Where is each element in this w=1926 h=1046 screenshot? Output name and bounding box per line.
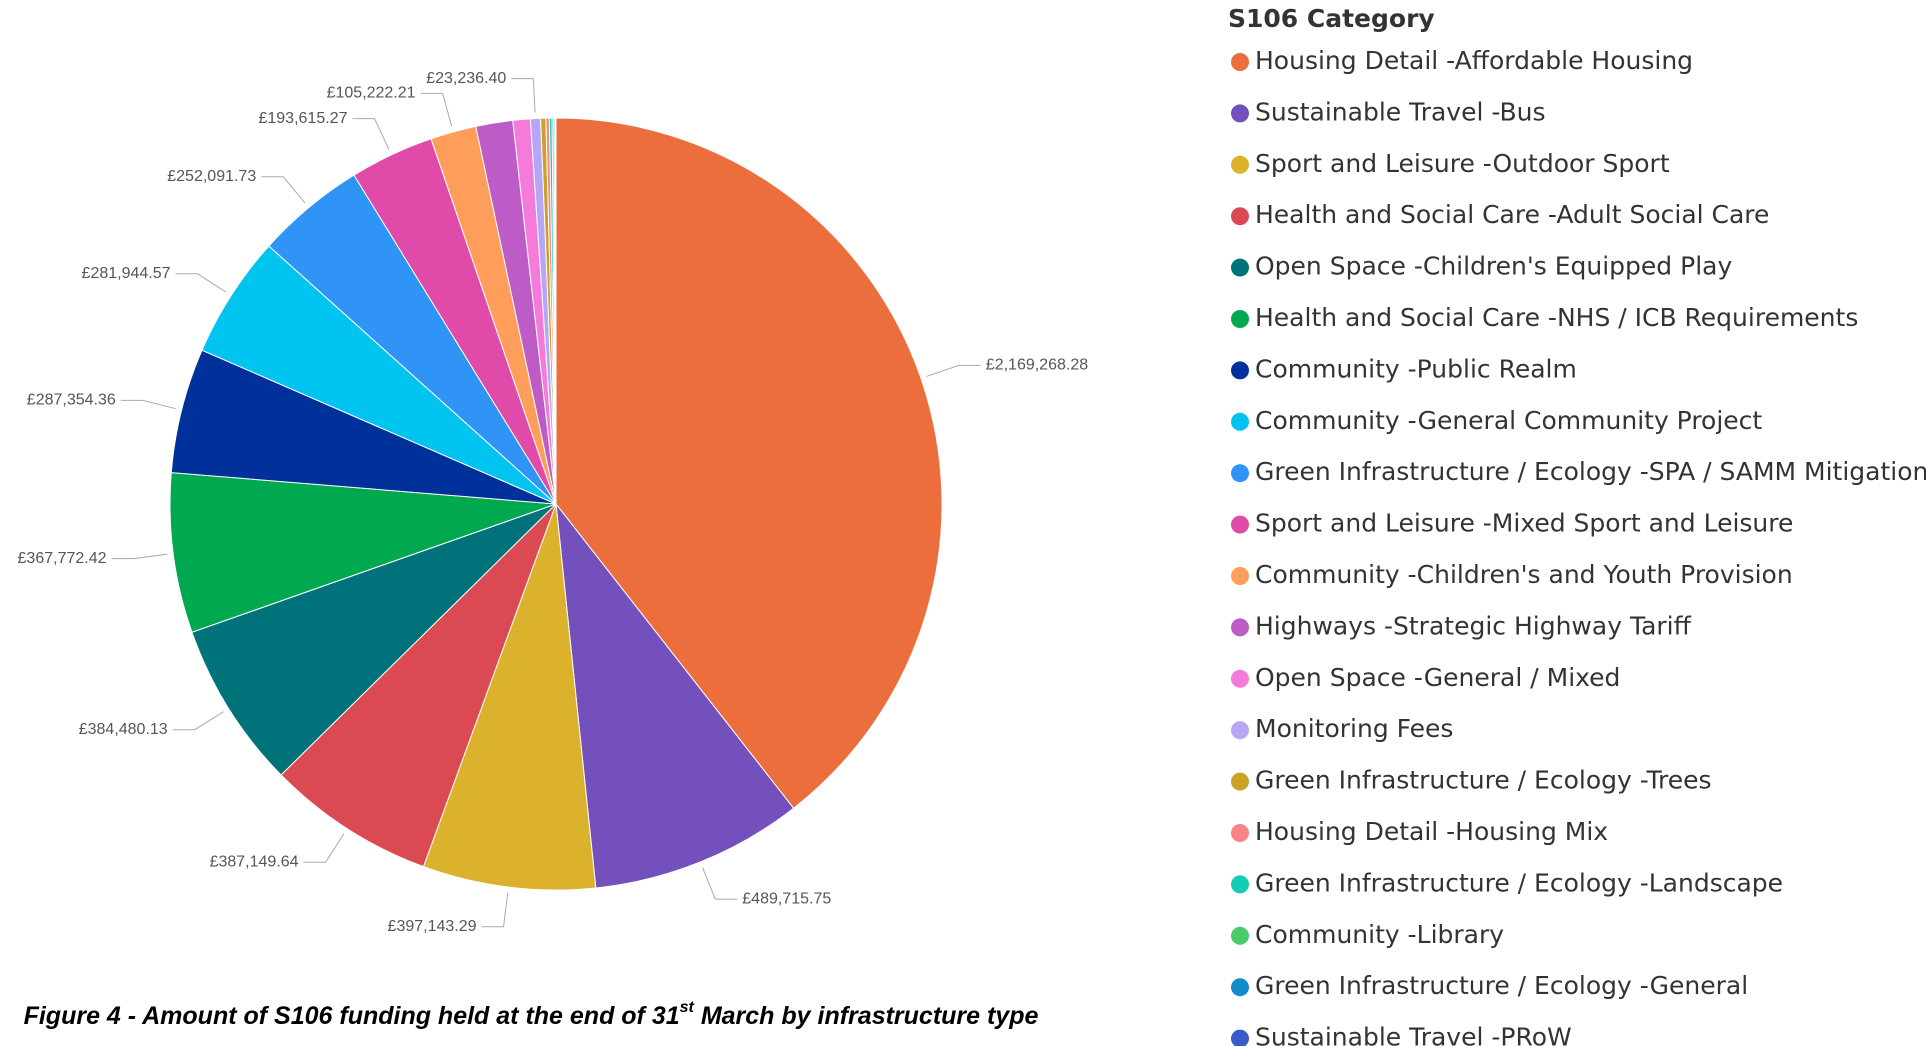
legend-marker <box>1231 104 1249 123</box>
legend-label: Green Infrastructure / Ecology -General <box>1255 971 1748 1000</box>
legend-marker <box>1231 618 1249 637</box>
legend-label: Housing Detail -Affordable Housing <box>1255 46 1693 75</box>
legend-marker <box>1231 207 1249 226</box>
leader-line <box>111 553 168 560</box>
legend-marker <box>1231 926 1249 945</box>
data-label: £281,944.57 <box>82 265 171 282</box>
caption-sup: st <box>680 999 695 1016</box>
leader-line <box>352 118 390 150</box>
leader-line <box>926 364 981 377</box>
data-label: £384,480.13 <box>79 721 168 738</box>
legend-marker <box>1231 1029 1249 1046</box>
pie-slice <box>422 503 597 891</box>
data-label: £489,715.75 <box>742 890 831 907</box>
legend-marker <box>1231 310 1249 328</box>
legend-label: Sustainable Travel -PRoW <box>1255 1023 1572 1046</box>
leader-line <box>702 867 738 900</box>
leader-line <box>175 273 227 293</box>
legend-marker <box>1231 721 1249 740</box>
legend-label: Green Infrastructure / Ecology -SPA / SA… <box>1255 457 1926 486</box>
legend-label: Sport and Leisure -Outdoor Sport <box>1255 149 1670 178</box>
legend-marker <box>1231 669 1249 688</box>
legend-marker <box>1231 412 1249 431</box>
data-label: £397,143.29 <box>388 918 477 935</box>
legend-label: Housing Detail -Housing Mix <box>1255 817 1608 846</box>
legend-label: Community -Library <box>1255 920 1504 949</box>
leader-line <box>420 92 453 127</box>
legend-marker <box>1231 824 1249 842</box>
legend-marker <box>1231 464 1249 483</box>
legend-label: Open Space -Children's Equipped Play <box>1255 252 1732 281</box>
leader-line <box>303 833 345 863</box>
legend-label: Health and Social Care -NHS / ICB Requir… <box>1255 303 1858 332</box>
legend-label: Monitoring Fees <box>1255 714 1453 743</box>
data-label: £105,222.21 <box>327 85 416 102</box>
pie-slice <box>555 502 795 889</box>
data-label: £387,149.64 <box>210 854 299 871</box>
legend-label: Open Space -General / Mixed <box>1255 663 1620 692</box>
legend-label: Community -Children's and Youth Provisio… <box>1255 560 1793 589</box>
legend-marker <box>1231 772 1249 791</box>
leader-line <box>120 399 176 410</box>
legend-marker <box>1231 53 1249 71</box>
legend-label: Health and Social Care -Adult Social Car… <box>1255 200 1769 229</box>
data-label: £367,772.42 <box>18 550 107 567</box>
pie-slice <box>554 117 557 505</box>
caption: Figure 4 - Amount of S106 funding held a… <box>24 999 1039 1029</box>
legend-marker <box>1231 515 1249 534</box>
leader-line <box>261 176 306 204</box>
legend-marker <box>1231 875 1249 894</box>
legend-label: Community -General Community Project <box>1255 406 1762 435</box>
legend-marker <box>1231 361 1249 380</box>
data-label: £23,236.40 <box>426 70 506 87</box>
legend-label: Green Infrastructure / Ecology -Landscap… <box>1255 868 1783 897</box>
legend-label: Highways -Strategic Highway Tariff <box>1255 611 1692 640</box>
pie-slice <box>169 472 557 633</box>
legend-label: Sport and Leisure -Mixed Sport and Leisu… <box>1255 509 1793 538</box>
legend-marker <box>1231 258 1249 277</box>
legend-label: Community -Public Realm <box>1255 354 1577 383</box>
legend-marker <box>1231 978 1249 997</box>
legend-label: Green Infrastructure / Ecology -Trees <box>1255 766 1712 795</box>
legend-marker <box>1231 155 1249 174</box>
data-label: £287,354.36 <box>27 392 116 409</box>
data-label: £193,615.27 <box>258 110 347 127</box>
pie-slice <box>191 503 557 776</box>
leader-line <box>172 711 224 731</box>
legend-marker <box>1231 567 1249 585</box>
data-label: £252,091.73 <box>167 168 256 185</box>
data-label: £2,169,268.28 <box>986 357 1088 374</box>
pie-slice <box>280 503 557 868</box>
caption-end: March by infrastructure type <box>694 1002 1039 1030</box>
leader-line <box>481 892 509 928</box>
legend-title: S106 Category <box>1228 4 1435 33</box>
leader-line <box>511 78 536 113</box>
legend-label: Sustainable Travel -Bus <box>1255 97 1546 126</box>
caption-text: Figure 4 - Amount of S106 funding held a… <box>24 1002 680 1030</box>
pie-slice <box>555 117 943 809</box>
